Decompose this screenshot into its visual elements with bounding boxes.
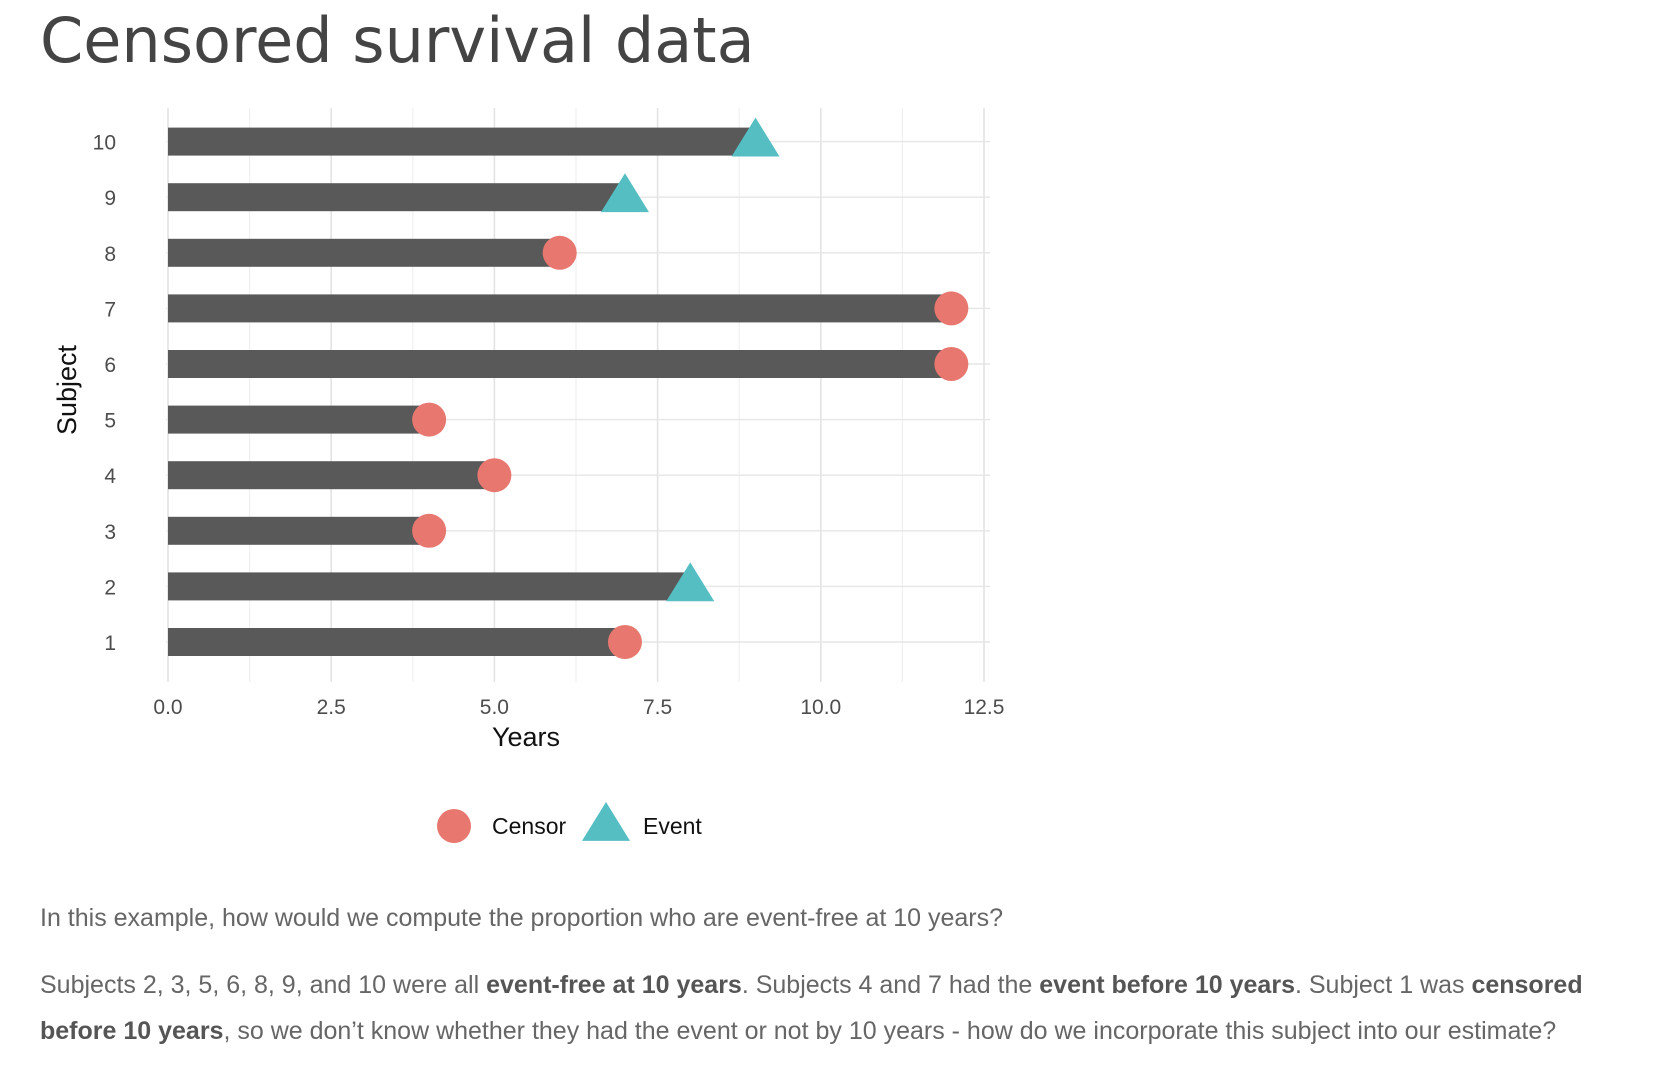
- event-marker: [731, 117, 780, 157]
- answer-bold-event-free: event-free at 10 years: [486, 971, 742, 999]
- answer-bold-event-before: event before 10 years: [1039, 971, 1295, 999]
- x-tick-label: 7.5: [643, 696, 672, 719]
- x-tick-label: 10.0: [800, 696, 841, 719]
- y-tick-label: 5: [104, 410, 116, 433]
- y-tick-label: 1: [104, 632, 116, 655]
- censor-marker: [934, 291, 969, 326]
- page-title: Censored survival data: [40, 4, 755, 77]
- x-tick-label: 0.0: [153, 696, 182, 719]
- answer-part-5: . Subject 1 was: [1294, 971, 1472, 999]
- x-axis-title: Years: [492, 722, 560, 752]
- y-tick-label: 9: [104, 187, 116, 210]
- censor-marker: [412, 402, 447, 437]
- x-tick-label: 5.0: [480, 696, 509, 719]
- legend-censor-key: [437, 809, 471, 843]
- censor-marker: [412, 513, 447, 548]
- legend-censor-label: Censor: [492, 813, 566, 839]
- censor-marker: [607, 625, 642, 659]
- answer-bold-censored: censored before 10 years: [40, 971, 1583, 1045]
- y-tick-label: 4: [104, 465, 116, 488]
- bar: [168, 294, 952, 323]
- legend-event-label: Event: [643, 813, 702, 839]
- y-tick-label: 2: [104, 576, 116, 599]
- censor-marker: [542, 235, 577, 270]
- y-tick-label: 8: [104, 243, 116, 266]
- question-paragraph: In this example, how would we compute th…: [40, 895, 1650, 941]
- survival-chart: 1 2 3 4 5 6 7 8 9 10 0.0 2.5 5.0 7.5 10.0 12.5 Years Subj…: [52, 108, 1005, 843]
- y-tick-label: 7: [104, 298, 116, 321]
- bar: [168, 350, 952, 378]
- x-tick-label: 2.5: [317, 696, 346, 719]
- legend-event-key: [582, 802, 630, 841]
- y-tick-label: 6: [104, 354, 116, 377]
- y-tick-label: 3: [104, 521, 116, 544]
- y-tick-label: 10: [93, 132, 116, 155]
- answer-part-7: , so we don’t know whether they had the …: [223, 1017, 1557, 1045]
- y-axis-title: Subject: [52, 344, 82, 435]
- bar: [168, 461, 495, 490]
- answer-paragraph: Subjects 2, 3, 5, 6, 8, 9, and 10 were a…: [40, 962, 1650, 1054]
- question-text: In this example, how would we compute th…: [40, 904, 1004, 932]
- bar: [168, 572, 691, 601]
- bar: [168, 238, 560, 267]
- answer-part-1: Subjects 2, 3, 5, 6, 8, 9, and 10 were a…: [40, 971, 487, 999]
- answer-part-3: . Subjects 4 and 7 had the: [741, 971, 1040, 999]
- bar: [168, 516, 430, 545]
- event-marker: [600, 173, 649, 213]
- censor-marker: [477, 458, 512, 493]
- x-tick-label: 12.5: [964, 696, 1005, 719]
- event-marker: [666, 562, 715, 602]
- bar: [168, 127, 756, 156]
- bar: [168, 628, 625, 656]
- bar: [168, 405, 430, 434]
- censor-marker: [934, 347, 969, 381]
- bar: [168, 183, 625, 212]
